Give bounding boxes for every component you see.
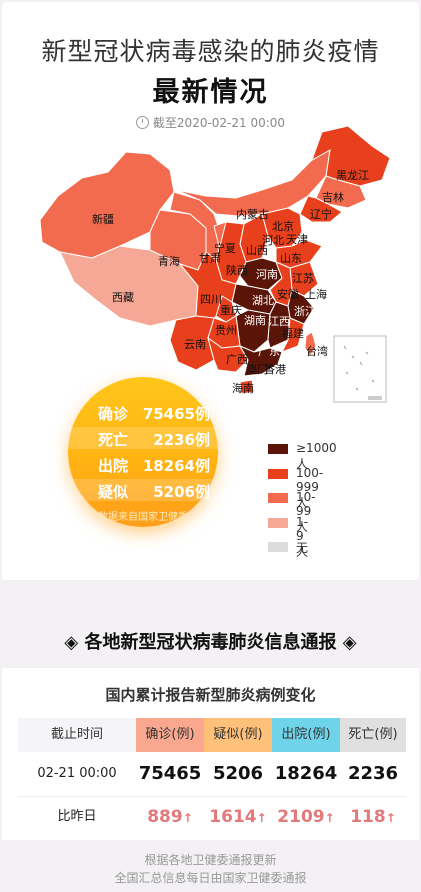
row-divider (18, 796, 406, 797)
change-confirmed: 889↑ (147, 807, 193, 827)
map-label-hongkong: 香港 (264, 363, 286, 376)
row-change-label: 比昨日 (57, 809, 97, 824)
map-label-hebei: 河北 (262, 234, 284, 247)
map-label-fujian: 福建 (282, 327, 304, 340)
arrow-up-icon: ↑ (324, 811, 335, 825)
table-header-confirmed: 确诊(例) (136, 718, 204, 752)
stat-confirmed: 确诊 75465例 (98, 405, 210, 423)
map-label-macau: 澳门 (246, 363, 268, 376)
map-label-shanxi: 山西 (246, 244, 268, 257)
map-label-tianjin: 天津 (286, 233, 308, 246)
change-deaths: 118↑ (350, 807, 396, 827)
stats-table-card: 国内累计报告新型肺炎病例变化 截止时间 确诊(例) 疑似(例) 出院(例) 死亡… (2, 668, 419, 840)
legend-swatch (268, 493, 288, 503)
table-header-recovered: 出院(例) (272, 718, 340, 752)
map-region-guangdong (238, 344, 283, 377)
current-recovered: 18264 (274, 763, 338, 784)
arrow-up-icon: ↑ (256, 811, 267, 825)
section-title: ◈ 各地新型冠状病毒肺炎信息通报 ◈ (64, 632, 357, 653)
arrow-up-icon: ↑ (385, 811, 396, 825)
map-label-guangdong: 广东 (258, 345, 280, 358)
page-subtitle: 最新情况 (152, 77, 269, 108)
map-label-jiangsu: 江苏 (292, 272, 314, 285)
update-time: 截至2020-02-21 00:00 (2, 114, 419, 131)
stat-suspected: 疑似 5206例 (68, 479, 218, 501)
map-label-taiwan: 台湾 (306, 345, 328, 358)
current-suspected: 5206 (212, 763, 264, 784)
map-label-anhui: 安徽 (277, 288, 299, 301)
map-label-gansu: 甘肃 (199, 252, 221, 265)
map-label-guizhou: 贵州 (215, 324, 237, 337)
map-label-guangxi: 广西 (226, 353, 248, 366)
map-label-liaoning: 辽宁 (310, 208, 332, 221)
map-label-ningxia: 宁夏 (214, 242, 236, 255)
table-header-time: 截止时间 (18, 718, 136, 752)
change-suspected: 1614↑ (209, 807, 267, 827)
map-label-sichuan: 四川 (200, 293, 222, 306)
table-header-suspected: 疑似(例) (204, 718, 272, 752)
map-region-henan (239, 257, 283, 291)
map-label-shandong: 山东 (280, 252, 302, 265)
legend-swatch (268, 444, 288, 454)
change-recovered: 2109↑ (277, 807, 335, 827)
map-label-yunnan: 云南 (184, 338, 206, 351)
map-region-fujian (280, 317, 305, 353)
current-deaths: 2236 (347, 763, 399, 784)
row-current-label: 02-21 00:00 (37, 766, 117, 781)
map-label-hubei: 湖北 (252, 294, 274, 307)
legend-swatch (268, 517, 288, 528)
page-title: 新型冠状病毒感染的肺炎疫情 (41, 37, 380, 66)
map-region-hainan (239, 379, 255, 395)
stat-recovered: 出院 18264例 (98, 457, 210, 475)
summary-circle: 确诊 75465例 死亡 2236例 出院 18264例 疑似 5206例 数据… (68, 377, 218, 527)
footer-note-1: 根据各地卫健委通报更新 (144, 853, 277, 867)
map-label-xinjiang: 新疆 (92, 213, 114, 226)
map-region-liaoning (299, 195, 343, 223)
footer-note-2: 全国汇总信息每日由国家卫健委通报 (114, 871, 307, 885)
table-title: 国内累计报告新型肺炎病例变化 (105, 686, 316, 704)
map-label-jiangxi: 江西 (268, 315, 290, 328)
map-label-zhejiang: 浙江 (294, 305, 316, 318)
map-label-beijing: 北京 (272, 220, 294, 233)
south-china-sea-inset (333, 335, 387, 403)
map-label-heilongjiang: 黑龙江 (336, 169, 369, 182)
update-time-text: 截至2020-02-21 00:00 (152, 116, 286, 130)
stat-deaths: 死亡 2236例 (68, 427, 218, 449)
china-map[interactable] (0, 0, 421, 420)
map-label-jilin: 吉林 (322, 191, 344, 204)
map-label-hunan: 湖南 (244, 314, 266, 327)
map-label-xizang: 西藏 (112, 291, 134, 304)
map-label-hainan: 海南 (232, 382, 254, 395)
map-label-henan: 河南 (256, 268, 278, 281)
map-label-qinghai: 青海 (158, 255, 180, 268)
map-label-chongqing: 重庆 (220, 304, 242, 317)
clock-icon (135, 116, 149, 129)
map-label-shanghai: 上海 (305, 288, 327, 301)
data-source-note: 数据来自国家卫健委 (98, 512, 188, 523)
map-region-taiwan (304, 331, 317, 357)
map-region-hebei (261, 207, 303, 249)
current-confirmed: 75465 (138, 763, 202, 784)
map-label-shaanxi: 陕西 (226, 264, 248, 277)
table-header-deaths: 死亡(例) (340, 718, 406, 752)
map-region-heilongjiang (311, 125, 391, 187)
legend-swatch (268, 542, 288, 552)
map-label-neimenggu: 内蒙古 (236, 208, 269, 221)
arrow-up-icon: ↑ (182, 811, 193, 825)
legend-swatch (268, 468, 288, 479)
